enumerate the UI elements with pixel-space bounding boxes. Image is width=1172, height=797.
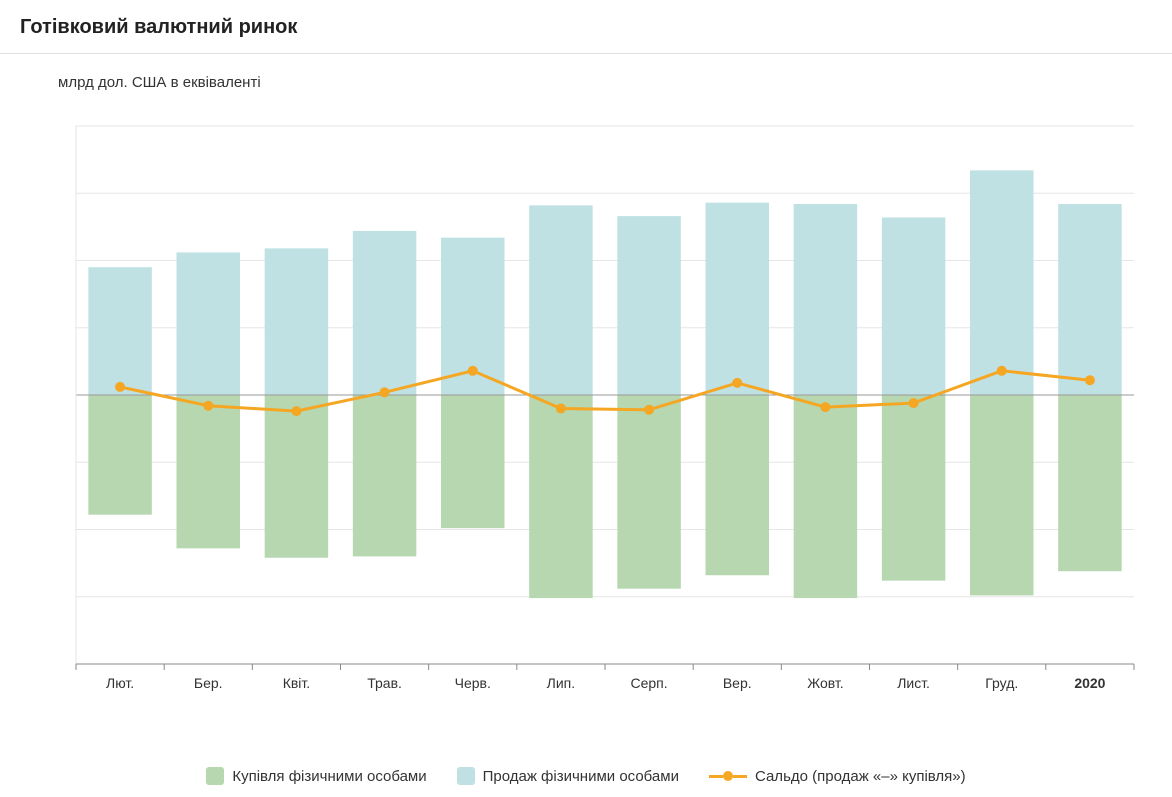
svg-text:Лист.: Лист. <box>897 675 930 691</box>
svg-text:Бер.: Бер. <box>194 675 223 691</box>
svg-text:Лип.: Лип. <box>547 675 575 691</box>
y-axis-label: млрд дол. США в еквіваленті <box>0 54 1172 91</box>
chart-container: Готівковий валютний ринок млрд дол. США … <box>0 0 1172 797</box>
legend-line-balance <box>709 771 747 781</box>
svg-text:Квіт.: Квіт. <box>283 675 310 691</box>
legend-label-balance: Сальдо (продаж «–» купівля») <box>755 768 966 785</box>
svg-text:Вер.: Вер. <box>723 675 752 691</box>
legend-item-buy: Купівля фізичними особами <box>206 767 426 785</box>
svg-text:Груд.: Груд. <box>985 675 1018 691</box>
chart-title: Готівковий валютний ринок <box>0 0 1172 54</box>
legend-label-sell: Продаж фізичними особами <box>483 768 679 785</box>
svg-text:Лют.: Лют. <box>106 675 134 691</box>
legend-swatch-sell <box>457 767 475 785</box>
svg-text:Черв.: Черв. <box>455 675 491 691</box>
legend-label-buy: Купівля фізичними особами <box>232 768 426 785</box>
legend-swatch-buy <box>206 767 224 785</box>
svg-text:Жовт.: Жовт. <box>807 675 843 691</box>
svg-text:Серп.: Серп. <box>631 675 668 691</box>
chart-svg: -2,0-1,5-1,0-0,50,00,51,01,52,0Лют.Бер.К… <box>70 120 1140 700</box>
plot-area: -2,0-1,5-1,0-0,50,00,51,01,52,0Лют.Бер.К… <box>70 120 1140 700</box>
legend-item-balance: Сальдо (продаж «–» купівля») <box>709 767 966 785</box>
legend: Купівля фізичними особами Продаж фізични… <box>0 767 1172 785</box>
legend-item-sell: Продаж фізичними особами <box>457 767 679 785</box>
svg-text:2020: 2020 <box>1074 675 1105 691</box>
svg-text:Трав.: Трав. <box>367 675 402 691</box>
